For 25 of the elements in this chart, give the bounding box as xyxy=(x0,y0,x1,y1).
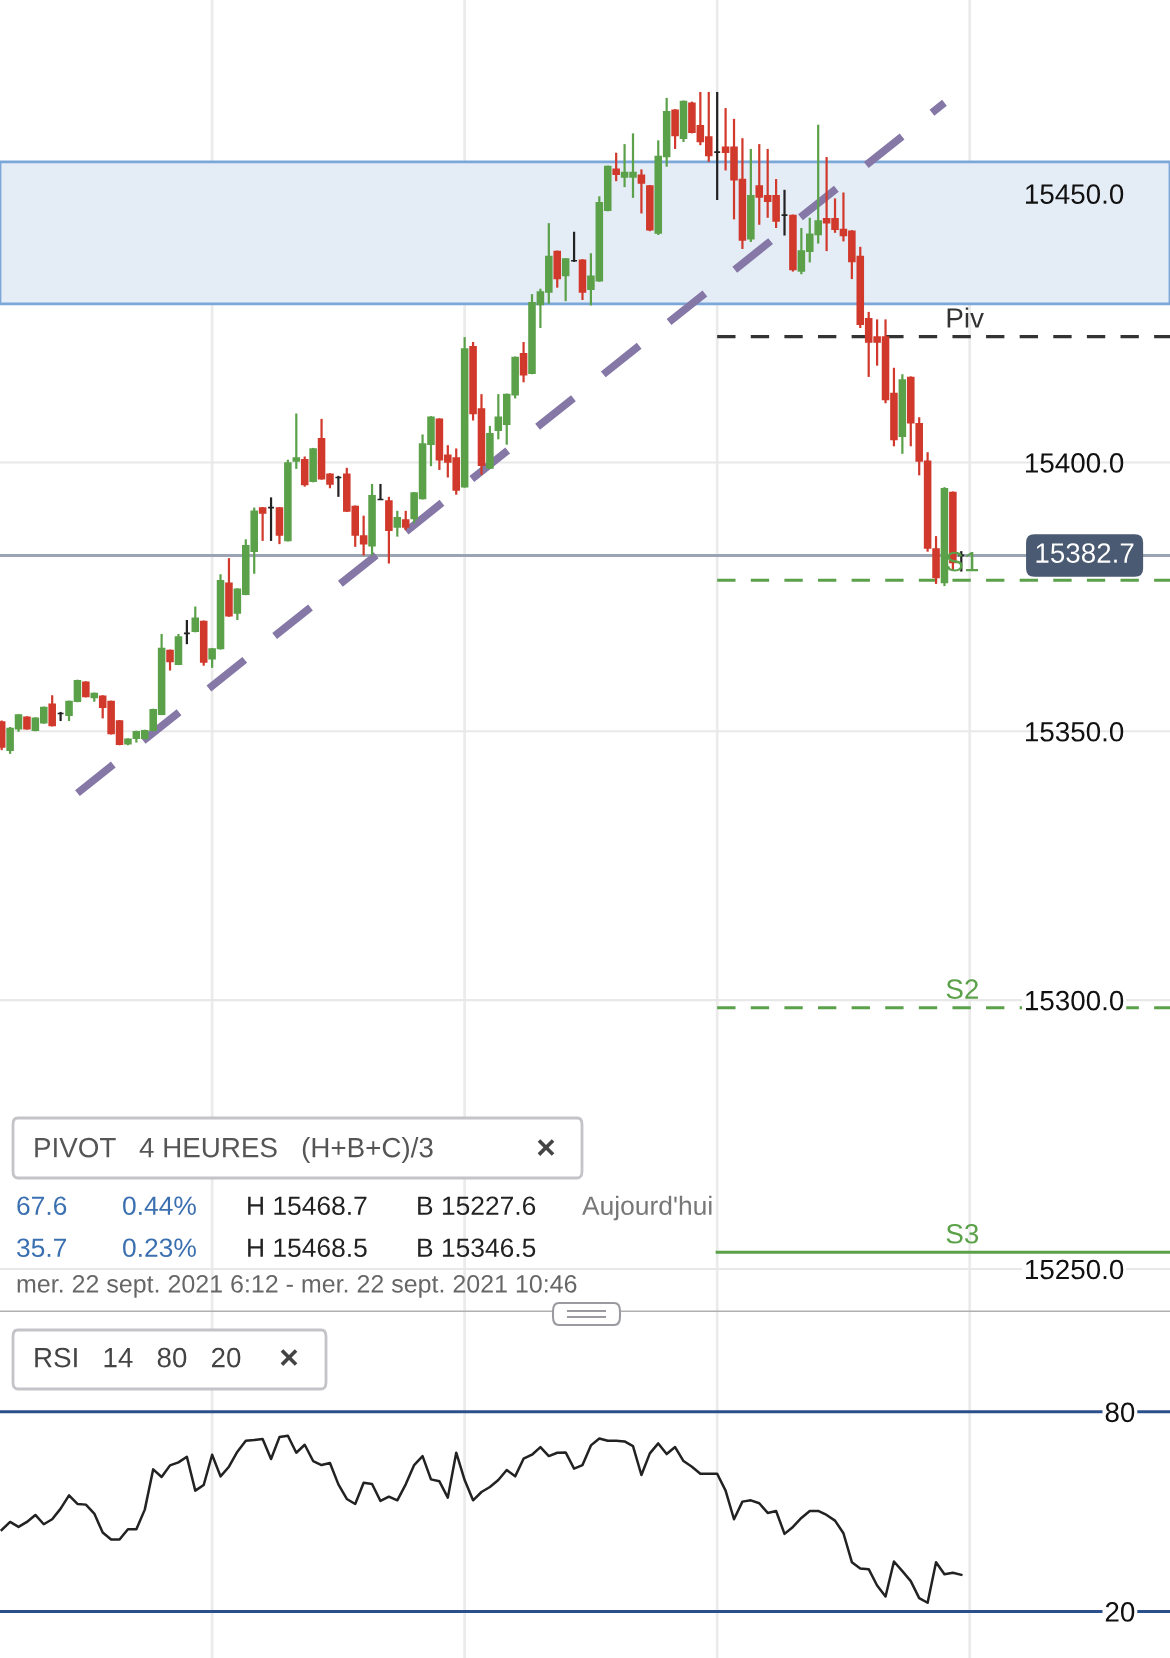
annotation: Aujourd'hui xyxy=(582,1195,712,1221)
y-tick-label: 15250.0 xyxy=(1026,1259,1124,1280)
annotation: 35.7 xyxy=(17,1238,67,1258)
annotation: 67.6 xyxy=(17,1196,67,1216)
annotation: B 15346.5 xyxy=(418,1238,536,1258)
y-tick-label: 15350.0 xyxy=(1026,721,1124,742)
annotation: × xyxy=(537,1139,555,1156)
annotation: H 15468.7 xyxy=(248,1196,367,1216)
y-tick-label: 20 xyxy=(1105,1602,1135,1622)
ref-line-label: Piv xyxy=(947,307,984,328)
y-tick-label: 15400.0 xyxy=(1026,453,1124,473)
annotation: H 15468.5 xyxy=(248,1238,367,1258)
ref-line-label: 15382.7 xyxy=(1036,543,1134,563)
y-tick-label: 15450.0 xyxy=(1026,184,1124,204)
annotation: RSI 14 80 20 xyxy=(35,1347,241,1368)
annotation: PIVOT 4 HEURES (H+B+C)/3 xyxy=(35,1137,433,1163)
annotation: mer. 22 sept. 2021 6:12 - mer. 22 sept. 2021 10:46 xyxy=(17,1275,577,1298)
ref-line-label: S3 xyxy=(946,1223,979,1244)
annotation: × xyxy=(280,1349,298,1366)
annotation: 0.23% xyxy=(123,1238,196,1258)
y-tick-label: 80 xyxy=(1105,1402,1135,1423)
y-tick-label: 15300.0 xyxy=(1026,990,1124,1011)
ref-line-label: S2 xyxy=(946,979,978,999)
annotation: 0.44% xyxy=(123,1196,196,1216)
annotation: B 15227.6 xyxy=(418,1196,536,1216)
